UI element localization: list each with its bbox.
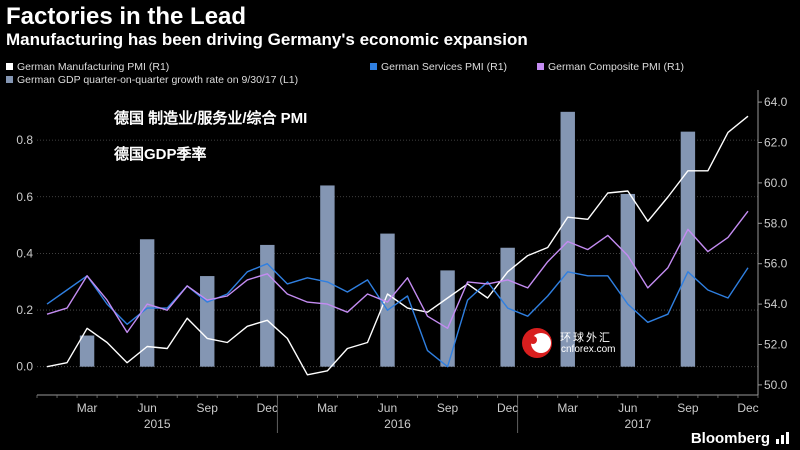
right-tick-label: 54.0 bbox=[764, 297, 788, 311]
x-tick-label: Dec bbox=[257, 401, 278, 415]
x-tick-label: Dec bbox=[497, 401, 518, 415]
legend-label-composite: German Composite PMI (R1) bbox=[548, 61, 684, 73]
right-tick-label: 58.0 bbox=[764, 216, 788, 230]
gdp-bar bbox=[440, 270, 455, 367]
watermark-logo-icon bbox=[522, 328, 552, 358]
right-tick-label: 60.0 bbox=[764, 176, 788, 190]
gdp-bar bbox=[560, 111, 575, 367]
right-tick-label: 50.0 bbox=[764, 378, 788, 392]
year-label: 2016 bbox=[384, 417, 411, 431]
gdp-bar bbox=[79, 335, 95, 367]
left-tick-label: 0.2 bbox=[16, 303, 33, 317]
x-tick-label: Mar bbox=[317, 401, 338, 415]
right-tick-label: 64.0 bbox=[764, 95, 788, 109]
composite-pmi-line bbox=[46, 210, 749, 334]
legend-label-manufacturing: German Manufacturing PMI (R1) bbox=[17, 61, 170, 73]
watermark-en: cnforex.com bbox=[561, 344, 616, 355]
legend-swatch-gdp bbox=[6, 76, 13, 83]
legend-label-services: German Services PMI (R1) bbox=[381, 61, 508, 73]
bloomberg-logo: Bloomberg bbox=[690, 430, 770, 447]
gdp-bar bbox=[139, 239, 155, 367]
x-tick-label: Sep bbox=[677, 401, 699, 415]
year-label: 2017 bbox=[624, 417, 651, 431]
left-tick-label: 0.8 bbox=[16, 133, 33, 147]
right-tick-label: 56.0 bbox=[764, 257, 788, 271]
x-tick-label: Jun bbox=[137, 401, 156, 415]
chart-title: Factories in the Lead bbox=[6, 3, 247, 30]
left-tick-label: 0.0 bbox=[16, 360, 33, 374]
annotation-pmi: 德国 制造业/服务业/综合 PMI bbox=[114, 110, 308, 127]
gdp-bar bbox=[380, 233, 395, 367]
chart-subtitle: Manufacturing has been driving Germany's… bbox=[6, 30, 528, 49]
manufacturing-pmi-line bbox=[46, 115, 749, 376]
year-label: 2015 bbox=[144, 417, 171, 431]
right-tick-label: 62.0 bbox=[764, 136, 788, 150]
legend-item-manufacturing: German Manufacturing PMI (R1) bbox=[6, 61, 169, 74]
legend-item-composite: German Composite PMI (R1) bbox=[537, 61, 684, 74]
right-tick-label: 52.0 bbox=[764, 338, 788, 352]
gdp-bar bbox=[200, 276, 215, 367]
gdp-bar bbox=[320, 185, 335, 367]
legend-item-services: German Services PMI (R1) bbox=[370, 61, 507, 74]
x-tick-label: Jun bbox=[618, 401, 637, 415]
legend-swatch-manufacturing bbox=[6, 63, 13, 70]
legend-label-gdp: German GDP quarter-on-quarter growth rat… bbox=[17, 74, 299, 86]
watermark-cn: 环球外汇 bbox=[560, 332, 612, 344]
services-pmi-line bbox=[46, 263, 749, 368]
annotation-gdp: 德国GDP季率 bbox=[114, 146, 207, 163]
x-tick-label: Sep bbox=[197, 401, 219, 415]
gdp-bar bbox=[680, 131, 696, 367]
x-tick-label: Dec bbox=[737, 401, 758, 415]
x-tick-label: Mar bbox=[557, 401, 578, 415]
bloomberg-bars-icon bbox=[776, 432, 789, 444]
legend-swatch-composite bbox=[537, 63, 544, 70]
x-tick-label: Jun bbox=[378, 401, 397, 415]
x-tick-label: Sep bbox=[437, 401, 459, 415]
legend-item-gdp: German GDP quarter-on-quarter growth rat… bbox=[6, 74, 298, 87]
left-tick-label: 0.4 bbox=[16, 246, 33, 260]
legend-swatch-services bbox=[370, 63, 377, 70]
left-tick-label: 0.6 bbox=[16, 190, 33, 204]
x-tick-label: Mar bbox=[77, 401, 98, 415]
gdp-bar bbox=[620, 193, 636, 367]
